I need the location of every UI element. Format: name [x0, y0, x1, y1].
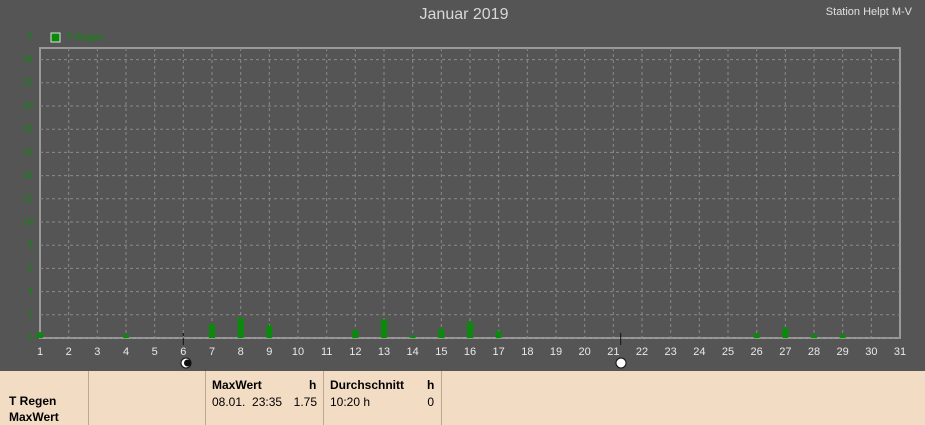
legend-label: T Regen: [66, 33, 104, 44]
table-column: [205, 371, 324, 425]
bar: [495, 331, 502, 338]
y-axis-label: h: [27, 30, 32, 40]
x-tick-label: 5: [152, 346, 158, 358]
x-tick-label: 2: [66, 346, 72, 358]
x-tick-label: 19: [550, 346, 562, 358]
x-tick-label: 10: [292, 346, 304, 358]
y-tick-label: 4: [28, 286, 33, 296]
chart-title: Januar 2019: [420, 6, 509, 23]
x-tick-label: 20: [579, 346, 591, 358]
moon-icon-shadow: [184, 359, 191, 367]
table-column: [323, 371, 442, 425]
bar: [352, 329, 359, 338]
y-tick-label: 6: [28, 263, 33, 273]
x-tick-label: 6: [180, 346, 186, 358]
bar: [266, 325, 273, 338]
x-tick-label: 29: [837, 346, 849, 358]
bar: [753, 333, 760, 338]
x-tick-label: 27: [779, 346, 791, 358]
bar: [438, 328, 445, 338]
x-tick-label: 21: [607, 346, 619, 358]
x-tick-label: 30: [865, 346, 877, 358]
x-tick-label: 13: [378, 346, 390, 358]
x-tick-label: 22: [636, 346, 648, 358]
x-tick-label: 9: [266, 346, 272, 358]
x-tick-label: 1: [37, 346, 43, 358]
row-label: MaxWert: [9, 410, 59, 424]
bar: [409, 335, 416, 338]
y-tick-label: 22: [23, 77, 33, 87]
x-tick-label: 3: [94, 346, 100, 358]
chart-background: [0, 0, 925, 371]
column-unit: h: [309, 378, 317, 392]
cell-time: 08.01. 23:35: [212, 395, 283, 409]
x-tick-label: 4: [123, 346, 129, 358]
y-tick-label: 2: [28, 309, 33, 319]
bar: [37, 332, 43, 338]
x-tick-label: 14: [407, 346, 419, 358]
summary-panel: T Regen MaxWert MaxWert h 08.01. 23:35 1…: [0, 371, 925, 425]
bar: [839, 334, 846, 338]
moon-icon: [615, 357, 627, 369]
x-tick-label: 18: [521, 346, 533, 358]
cell-time: 10:20 h: [330, 395, 371, 409]
x-tick-label: 16: [464, 346, 476, 358]
bar: [237, 317, 244, 338]
y-tick-label: 8: [28, 240, 33, 250]
y-tick-label: 24: [23, 54, 33, 64]
x-tick-label: 12: [349, 346, 361, 358]
x-tick-label: 25: [722, 346, 734, 358]
x-tick-label: 7: [209, 346, 215, 358]
x-tick-label: 31: [894, 346, 906, 358]
table-column: [0, 371, 89, 425]
legend-swatch: [50, 32, 61, 43]
cell-value: 1.75: [293, 395, 317, 409]
cell-value: 0: [427, 395, 434, 409]
bar: [467, 321, 473, 338]
x-tick-label: 8: [238, 346, 244, 358]
bar: [123, 334, 129, 338]
bar: [782, 327, 789, 338]
x-tick-label: 11: [321, 346, 332, 358]
y-tick-label: 10: [23, 216, 33, 226]
y-tick-label: 18: [23, 124, 33, 134]
column-header: MaxWert: [212, 378, 262, 392]
column-header: Durchschnitt: [330, 378, 405, 392]
y-tick-label: 14: [23, 170, 33, 180]
chart: Januar 2019 Station Helpt M-V h T Regen …: [0, 0, 925, 371]
x-tick-label: 26: [751, 346, 763, 358]
x-tick-label: 28: [808, 346, 820, 358]
y-tick-label: 16: [23, 147, 33, 157]
y-tick-label: 20: [23, 100, 33, 110]
row-label: T Regen: [9, 394, 57, 408]
x-tick-label: 15: [435, 346, 447, 358]
chart-subtitle: Station Helpt M-V: [826, 6, 913, 18]
y-tick-label: 12: [23, 193, 33, 203]
y-tick-label: 0: [28, 332, 33, 342]
x-tick-label: 23: [665, 346, 677, 358]
bar: [381, 319, 387, 338]
table-column: [88, 371, 206, 425]
bar: [811, 334, 817, 338]
x-tick-label: 17: [493, 346, 505, 358]
column-unit: h: [427, 378, 435, 392]
bar: [209, 324, 215, 338]
x-tick-label: 24: [693, 346, 705, 358]
